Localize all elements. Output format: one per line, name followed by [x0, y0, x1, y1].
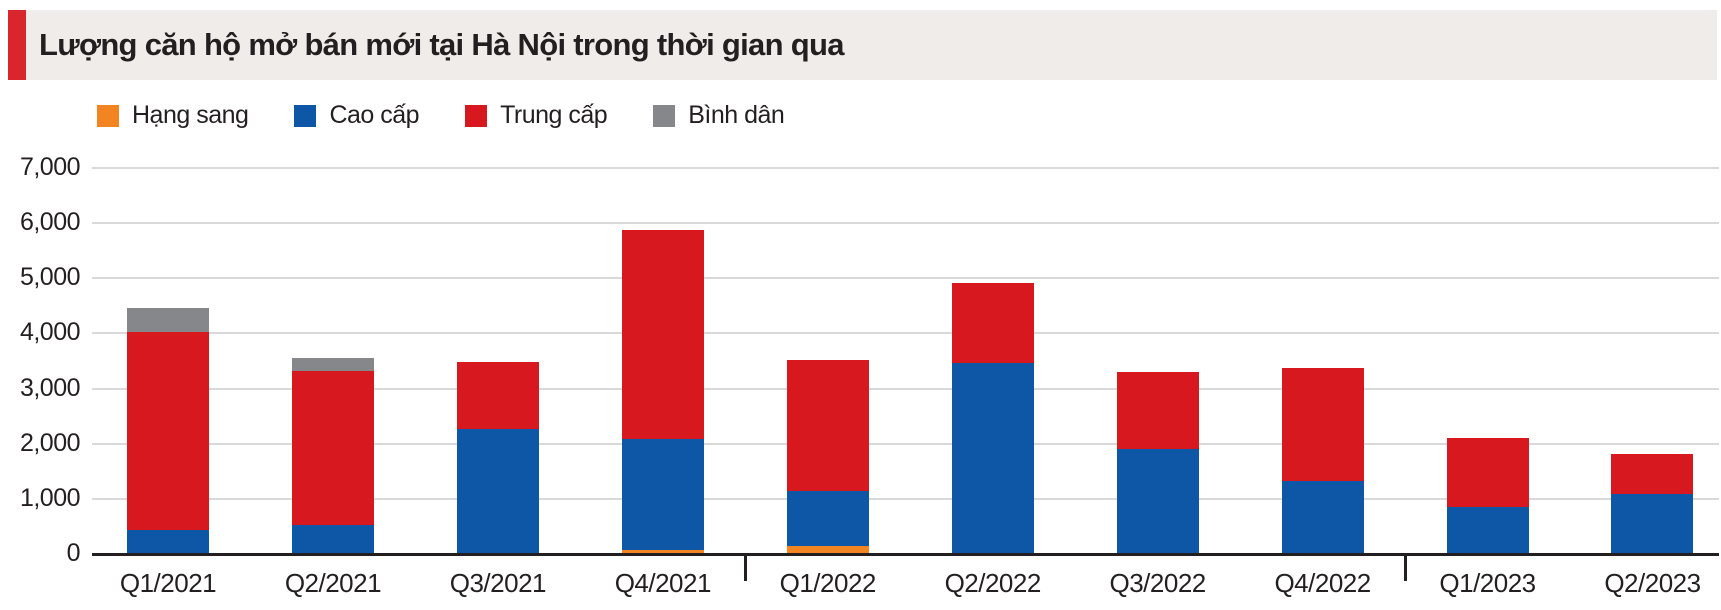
x-axis-category-label: Q3/2022: [1109, 568, 1207, 598]
y-axis-tick-label: 0: [66, 539, 81, 567]
x-axis-category-label: Q1/2021: [119, 568, 217, 598]
legend-swatch-icon: [465, 104, 488, 127]
bar-segment: [951, 363, 1034, 554]
bar-segment: [291, 370, 374, 526]
bar-segment: [621, 549, 704, 554]
legend-label: Trung cấp: [500, 101, 608, 129]
bar-segment: [1281, 481, 1364, 554]
y-axis-tick-label: 1,000: [19, 483, 81, 512]
legend-item: Trung cấp: [465, 101, 608, 130]
y-axis-tick-label: 5,000: [19, 263, 81, 292]
x-axis-line: [92, 553, 1719, 556]
bar-segment: [1611, 453, 1694, 495]
bar-segment: [951, 282, 1034, 364]
bar-segment: [1116, 372, 1199, 449]
gridline: [92, 167, 1719, 169]
bar-segment: [456, 362, 539, 429]
bar-segment: [621, 230, 704, 439]
legend-label: Bình dân: [688, 101, 785, 129]
bar-segment: [127, 332, 209, 531]
x-axis-category-label: Q4/2021: [614, 568, 712, 598]
x-axis-category-label: Q2/2021: [284, 568, 382, 598]
y-axis-tick-label: 7,000: [19, 153, 81, 181]
title-bar: Lượng căn hộ mở bán mới tại Hà Nội trong…: [8, 10, 1717, 80]
title-accent-bar: [8, 10, 26, 80]
legend-item: Bình dân: [653, 101, 785, 130]
gridline: [92, 387, 1719, 390]
x-axis-category-label: Q2/2023: [1604, 568, 1701, 598]
chart-title: Lượng căn hộ mở bán mới tại Hà Nội trong…: [39, 27, 844, 62]
legend-item: Cao cấp: [294, 101, 420, 130]
x-axis-category-label: Q3/2021: [449, 568, 547, 598]
bar-segment: [786, 360, 869, 492]
legend-label: Cao cấp: [329, 101, 420, 129]
legend-swatch-icon: [653, 104, 676, 127]
bar-segment: [1116, 448, 1199, 554]
legend-swatch-icon: [294, 104, 317, 127]
y-axis-tick-label: 6,000: [19, 208, 81, 237]
legend-item: Hạng sang: [97, 101, 249, 130]
year-separator-tick: [743, 554, 747, 581]
bar-segment: [786, 491, 869, 547]
bar-segment: [1611, 494, 1694, 554]
bar-segment: [1281, 367, 1364, 482]
x-axis-category-label: Q1/2023: [1439, 568, 1536, 598]
bar-segment: [291, 525, 374, 554]
y-axis-tick-label: 4,000: [19, 318, 81, 347]
x-axis-category-label: Q1/2022: [779, 568, 877, 598]
gridline: [92, 222, 1719, 225]
gridline: [92, 332, 1719, 335]
year-separator-tick: [1403, 554, 1407, 581]
gridline: [92, 277, 1719, 280]
bar-segment: [127, 308, 209, 333]
legend-label: Hạng sang: [132, 101, 249, 129]
legend-swatch-icon: [97, 104, 119, 127]
bar-segment: [621, 438, 704, 550]
x-axis-category-label: Q2/2022: [944, 568, 1042, 598]
bar-segment: [291, 357, 374, 371]
bar-segment: [127, 530, 209, 554]
legend: Hạng sang Cao cấp Trung cấp Bình dân: [97, 101, 785, 130]
y-axis-tick-label: 2,000: [19, 428, 81, 457]
x-axis-category-label: Q4/2022: [1274, 568, 1371, 598]
bar-segment: [786, 546, 869, 554]
bar-segment: [456, 428, 539, 554]
y-axis-tick-label: 3,000: [19, 373, 81, 402]
gridline: [92, 442, 1719, 445]
bar-segment: [1446, 506, 1529, 554]
bar-segment: [1446, 437, 1529, 507]
gridline: [92, 497, 1719, 500]
